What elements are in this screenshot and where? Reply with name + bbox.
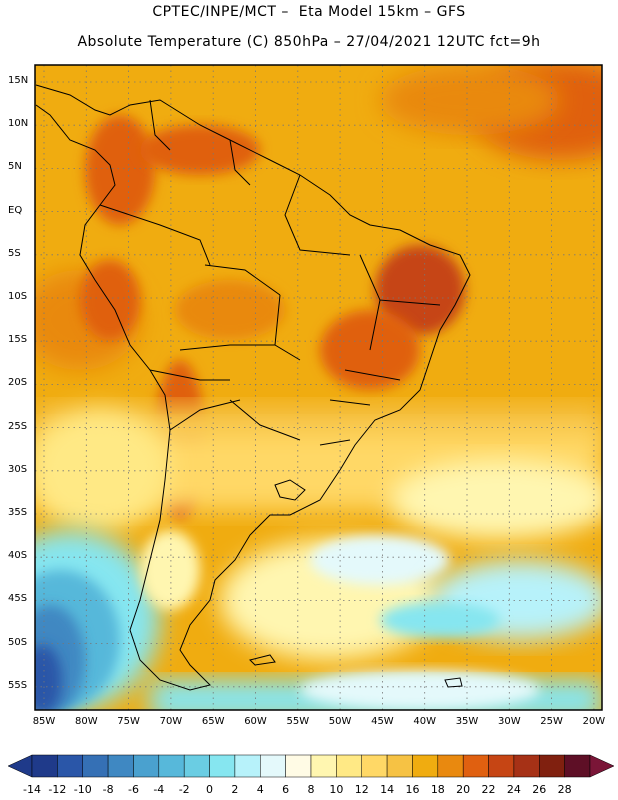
colorbar-swatch [564, 754, 591, 778]
colorbar-swatch [336, 754, 362, 778]
colorbar [7, 754, 615, 778]
colorbar-tick-label: 2 [231, 783, 239, 796]
colorbar-swatch [412, 754, 439, 778]
lon-label: 70W [159, 716, 183, 727]
lat-lon-grid [35, 65, 602, 710]
colorbar-tick-label: 22 [481, 783, 496, 796]
colorbar-tick-label: -14 [23, 783, 41, 796]
lat-label: 40S [8, 550, 28, 562]
lon-label: 25W [540, 716, 563, 727]
lat-label: 15S [8, 334, 28, 346]
colorbar-tick-label: 0 [206, 783, 214, 796]
lon-label: 55W [286, 716, 310, 727]
colorbar-tick-label: 12 [354, 783, 369, 796]
colorbar-swatch [310, 754, 337, 778]
lon-label: 35W [455, 716, 479, 727]
colorbar-swatch [513, 754, 540, 778]
colorbar-right-arrow [589, 754, 615, 778]
colorbar-swatch [285, 754, 312, 778]
colorbar-swatch [133, 754, 160, 778]
coastlines [35, 84, 471, 691]
colorbar-tick-label: 24 [506, 783, 521, 796]
colorbar-tick-label: 20 [456, 783, 471, 796]
lon-label: 45W [371, 716, 394, 727]
colorbar-left-arrow [7, 754, 33, 778]
colorbar-tick-label: 14 [380, 783, 395, 796]
lat-label: EQ [8, 204, 23, 216]
lat-label: 25S [8, 420, 28, 432]
colorbar-tick-label: 26 [532, 783, 547, 796]
lat-label: 55S [8, 679, 28, 691]
colorbar-tick-label: 16 [405, 783, 420, 796]
colorbar-tick-label: 28 [557, 783, 572, 796]
colorbar-tick-label: 6 [282, 783, 290, 796]
colorbar-swatch [361, 754, 388, 778]
lon-label: 50W [328, 716, 352, 727]
lat-label: 10S [8, 291, 28, 302]
colorbar-swatch [462, 754, 489, 778]
lon-label: 60W [244, 716, 267, 727]
colorbar-tick-label: -6 [127, 783, 139, 796]
colorbar-swatch [260, 754, 286, 778]
colorbar-swatch [82, 754, 109, 778]
colorbar-swatch [539, 754, 565, 778]
colorbar-swatch [158, 754, 185, 778]
lon-label: 30W [497, 716, 521, 727]
colorbar-swatch [488, 754, 515, 778]
colorbar-swatch [183, 754, 210, 778]
lat-label: 45S [8, 593, 28, 605]
colorbar-tick-label: -12 [48, 783, 67, 796]
lon-label: 40W [413, 716, 436, 727]
lat-label: 30S [8, 463, 28, 475]
colorbar-tick-label: -4 [153, 783, 165, 796]
colorbar-tick-label: -10 [73, 783, 92, 796]
lon-label: 20W [582, 716, 606, 727]
colorbar-swatch [234, 754, 261, 778]
lat-label: 15N [8, 75, 29, 86]
colorbar-tick-label: 18 [430, 783, 445, 796]
lon-label: 65W [201, 716, 225, 727]
colorbar-swatch [437, 754, 464, 778]
colorbar-tick-label: 10 [329, 783, 344, 796]
colorbar-swatch [107, 754, 134, 778]
chart-title-line-2: Absolute Temperature (C) 850hPa – 27/04/… [77, 34, 541, 50]
colorbar-swatch [209, 754, 236, 778]
lat-label: 35S [8, 507, 28, 518]
colorbar-swatch [31, 754, 58, 778]
colorbar-tick-label: 4 [256, 783, 264, 796]
chart-title-line-1: CPTEC/INPE/MCT – Eta Model 15km – GFS [152, 4, 466, 20]
lat-label: 5N [8, 161, 22, 173]
colorbar-swatch [386, 754, 413, 778]
lon-label: 85W [32, 716, 56, 727]
colorbar-tick-label: -2 [178, 783, 190, 796]
lat-label: 20S [8, 377, 28, 389]
lat-label: 5S [8, 247, 21, 259]
lat-label: 50S [8, 636, 28, 648]
colorbar-swatch [57, 754, 83, 778]
lon-label: 75W [117, 716, 140, 727]
temperature-field [35, 65, 602, 710]
lon-label: 80W [74, 716, 98, 727]
colorbar-tick-label: -8 [102, 783, 114, 796]
colorbar-tick-label: 8 [307, 783, 315, 796]
lat-label: 10N [8, 118, 29, 130]
